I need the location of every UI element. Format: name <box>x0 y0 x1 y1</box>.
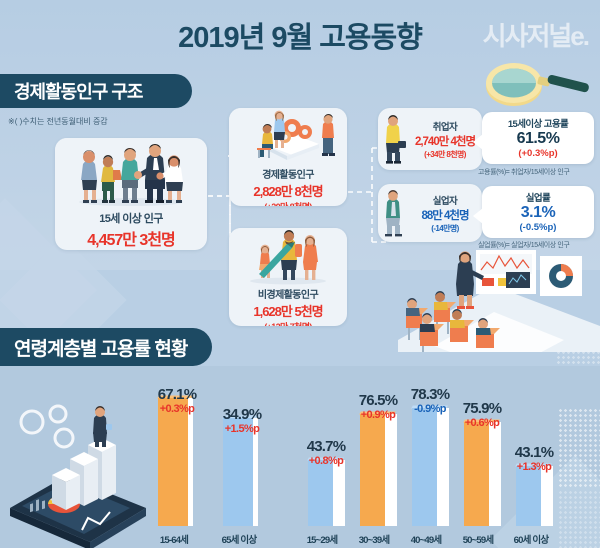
card-delta: (-14만명) <box>431 223 459 233</box>
bar-chart-icon <box>30 499 45 513</box>
card-text-block: 취업자 2,740만 4천명 (+34만 8천명) <box>408 119 482 160</box>
card-value: 2,740만 4천명 <box>414 135 476 148</box>
group-of-people-illustration <box>55 138 207 208</box>
chart-group-broad: 67.1% +0.3%p 15-64세 34.9% +1.5%p 65세 이상 <box>150 386 280 548</box>
seminar-presentation-illustration <box>398 250 600 352</box>
person-2 <box>101 155 122 203</box>
bubble-label: 15세이상 고용률 <box>507 119 569 130</box>
card-label: 15세 이상 인구 <box>99 213 163 225</box>
structure-note: ※( )수치는 전년동월대비 증감 <box>8 117 108 126</box>
ascending-bars <box>52 438 116 510</box>
bar-delta-15-29: +0.8%p <box>308 455 344 467</box>
card-delta: (+12만 7천명) <box>229 320 347 326</box>
man-walking-illustration <box>385 190 402 237</box>
bubble-value: 61.5% <box>516 130 560 147</box>
bubble-employment-rate[interactable]: 15세이상 고용률 61.5% (+0.3%p) <box>473 112 594 164</box>
bar-side-face <box>541 466 553 526</box>
formula-unemployment-rate: 실업률(%)= 실업자/15세이상 인구 <box>478 242 570 249</box>
audience <box>406 291 500 352</box>
bar-category-15-29: 15~29세 <box>306 535 338 546</box>
gear-decor <box>19 404 75 449</box>
person-mother <box>303 235 318 280</box>
presentation-screen <box>476 250 582 296</box>
card-population-15-plus[interactable]: 15세 이상 인구 4,457만 3천명 (+33만 5천명) <box>55 138 207 250</box>
chart-group-detail: 43.7% +0.8%p 15~29세 76.5% +0.9%p 30~39세 … <box>300 386 570 548</box>
person-seated <box>257 124 273 158</box>
bar-front-face <box>360 414 385 526</box>
bubble-delta: (-0.5%p) <box>519 222 557 233</box>
bubble-label: 실업률 <box>525 193 551 204</box>
bar-front-face <box>223 418 253 526</box>
bar-side-face <box>437 408 449 526</box>
bubble-value: 3.1% <box>520 204 556 221</box>
tablet-charts-illustration <box>10 404 146 548</box>
bar-side-face <box>385 414 397 526</box>
bubble-delta: (+0.3%p) <box>518 148 558 159</box>
page-title: 2019년 9월 고용동향 <box>178 22 423 54</box>
person-5 <box>156 155 183 203</box>
bar-category-15-64: 15-64세 <box>159 535 189 546</box>
card-economically-active[interactable]: 경제활동인구 2,828만 8천명 (+20만 8천명) <box>229 108 347 206</box>
bar-category-40-49: 40~49세 <box>410 535 442 546</box>
bar-category-30-39: 30~39세 <box>358 535 390 546</box>
bubble-unemployment-rate[interactable]: 실업률 3.1% (-0.5%p) <box>473 186 594 238</box>
person-woman <box>274 110 285 148</box>
bar-value-15-64: 67.1% <box>157 386 197 403</box>
businessman-briefcase-illustration <box>386 115 406 164</box>
card-economically-inactive[interactable]: 비경제활동인구 1,628만 5천명 (+12만 7천명) <box>229 228 347 326</box>
bar-delta-15-64: +0.3%p <box>159 403 195 415</box>
family-with-child-illustration <box>229 228 347 286</box>
bar-category-50-59: 50~59세 <box>462 535 494 546</box>
bar-front-face <box>516 466 541 526</box>
bar-front-face <box>158 398 188 526</box>
card-employed[interactable]: 취업자 2,740만 4천명 (+34만 8천명) <box>378 108 482 170</box>
presenter <box>456 251 484 309</box>
card-delta: (+34만 8천명) <box>424 149 466 159</box>
card-text-block: 실업자 88만 4천명 (-14만명) <box>408 193 482 234</box>
card-value: 88만 4천명 <box>421 209 469 222</box>
pie-chart-icon <box>48 495 80 513</box>
bar-side-face <box>489 422 501 526</box>
bar-front-face <box>308 460 333 526</box>
person-1 <box>81 150 97 203</box>
person-standing <box>322 114 335 156</box>
card-value: 4,457만 3천명 <box>87 232 176 249</box>
bar-front-face <box>412 408 437 526</box>
bar-delta-30-39: +0.9%p <box>360 409 396 421</box>
bar-category-65-plus: 65세 이상 <box>221 535 257 546</box>
bar-delta-50-59: +0.6%p <box>464 417 500 429</box>
card-value: 2,828만 8천명 <box>253 184 323 199</box>
card-label: 비경제활동인구 <box>257 290 319 301</box>
bar-delta-65-plus: +1.5%p <box>224 423 260 435</box>
bar-value-65-plus: 34.9% <box>222 406 262 423</box>
bar-value-50-59: 75.9% <box>462 400 502 417</box>
card-delta: (+20만 8천명) <box>229 200 347 206</box>
bar-category-60-plus: 60세 이상 <box>513 535 549 546</box>
businessman-on-bars <box>93 406 112 447</box>
magnifier-icon <box>486 63 589 106</box>
bar-value-15-29: 43.7% <box>306 438 346 455</box>
bar-value-30-39: 76.5% <box>358 392 398 409</box>
bar-value-60-plus: 43.1% <box>514 444 554 461</box>
brand-watermark: 시사저널e. <box>482 21 590 51</box>
bar-delta-40-49: -0.9%p <box>414 403 446 415</box>
bar-delta-60-plus: +1.3%p <box>516 461 552 473</box>
bar-side-face <box>333 460 345 526</box>
card-value: 1,628만 5천명 <box>253 304 323 319</box>
formula-employment-rate: 고용률(%)= 취업자/15세이상 인구 <box>478 169 570 176</box>
tablet <box>10 476 146 548</box>
card-label: 경제활동인구 <box>262 170 314 181</box>
bar-value-40-49: 78.3% <box>410 386 450 403</box>
card-label: 취업자 <box>432 121 458 133</box>
card-label: 실업자 <box>432 195 458 207</box>
bar-front-face <box>464 422 489 526</box>
office-workers-gears-illustration <box>229 108 347 166</box>
section-banner-agegroup: 연령계층별 고용률 현황 <box>0 328 212 366</box>
card-unemployed[interactable]: 실업자 88만 4천명 (-14만명) <box>378 184 482 242</box>
section-banner-structure: 경제활동인구 구조 <box>0 74 192 108</box>
